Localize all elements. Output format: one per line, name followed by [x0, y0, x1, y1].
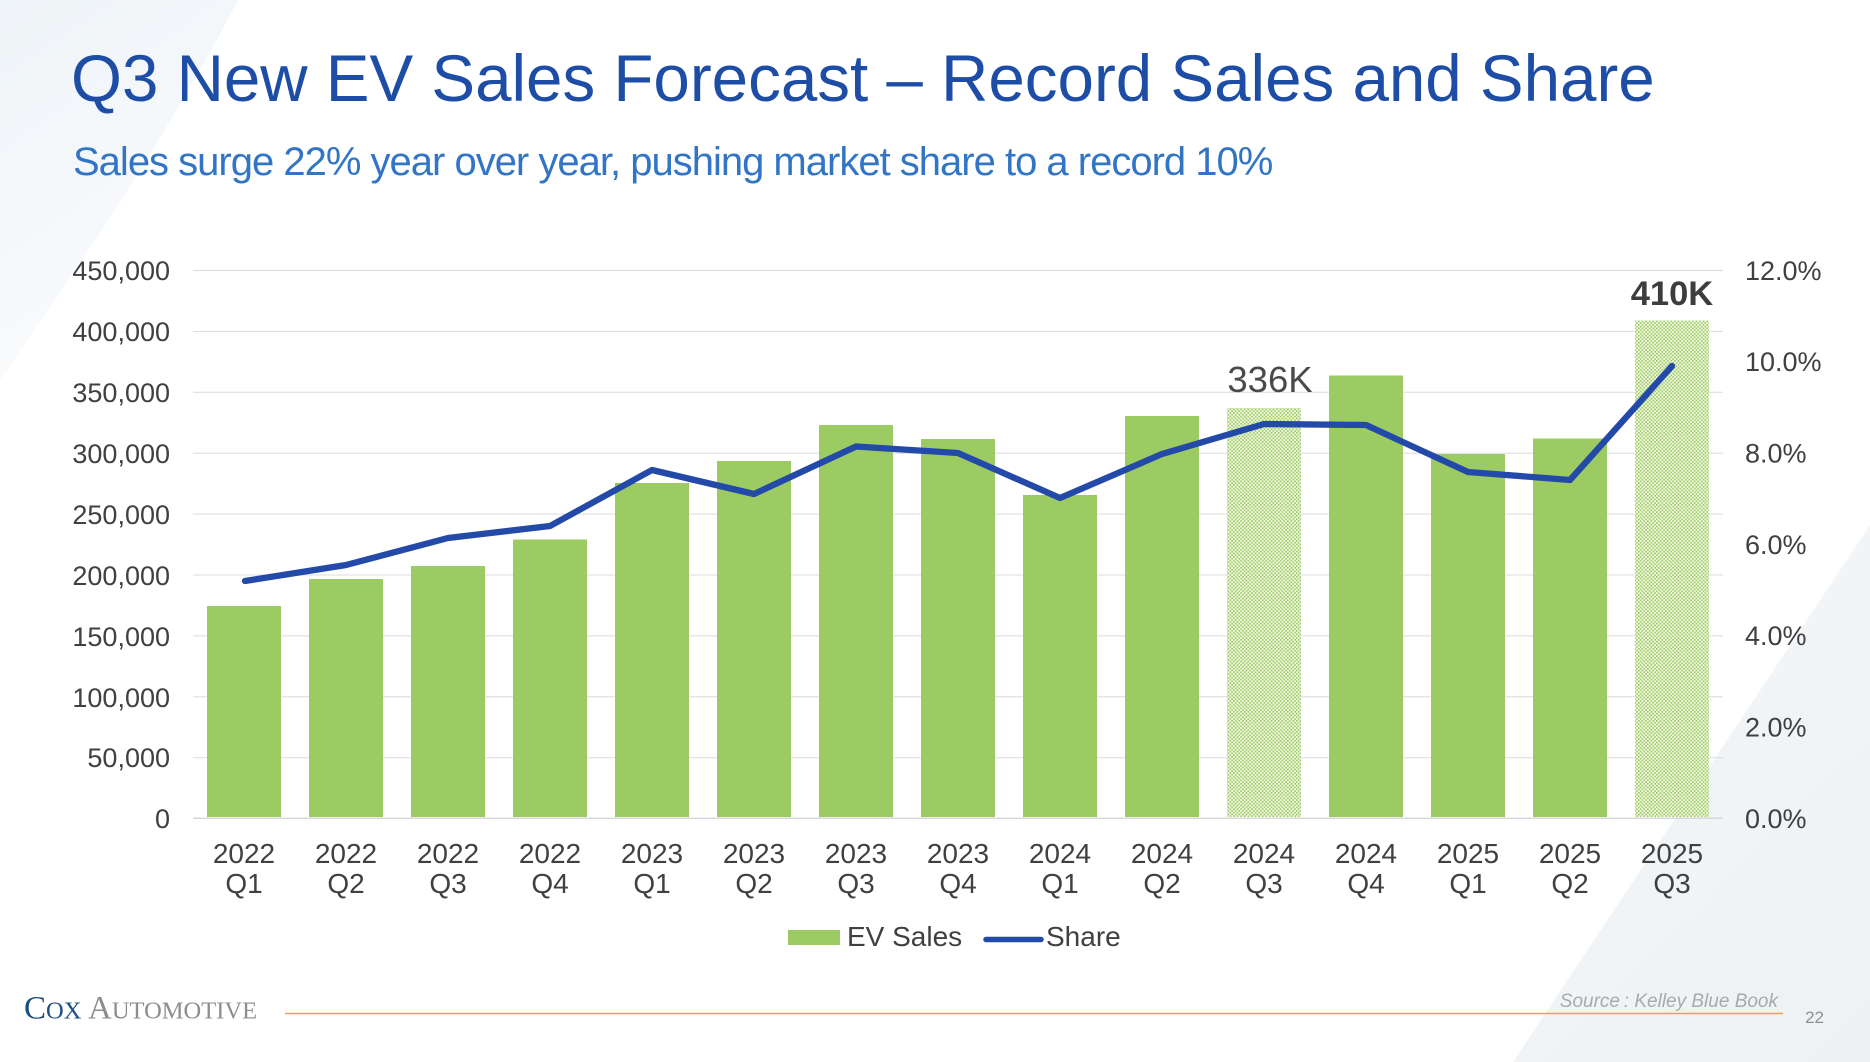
- svg-text:Q1: Q1: [1449, 868, 1486, 899]
- svg-text:410K: 410K: [1631, 275, 1714, 313]
- svg-text:Q2: Q2: [1143, 868, 1180, 899]
- svg-text:250,000: 250,000: [72, 500, 170, 530]
- svg-text:Q1: Q1: [633, 868, 670, 899]
- svg-text:2025: 2025: [1539, 838, 1601, 869]
- svg-text:2023: 2023: [621, 838, 683, 869]
- svg-text:2023: 2023: [825, 838, 887, 869]
- svg-text:2022: 2022: [417, 838, 479, 869]
- svg-text:Q2: Q2: [327, 868, 364, 899]
- svg-text:Share: Share: [1046, 921, 1121, 952]
- svg-text:22: 22: [1805, 1008, 1824, 1027]
- svg-text:350,000: 350,000: [72, 378, 170, 408]
- svg-text:2.0%: 2.0%: [1745, 713, 1807, 743]
- svg-text:336K: 336K: [1227, 359, 1312, 400]
- svg-text:2025: 2025: [1641, 838, 1703, 869]
- svg-text:0: 0: [155, 804, 170, 834]
- svg-text:2024: 2024: [1131, 838, 1193, 869]
- svg-text:6.0%: 6.0%: [1745, 530, 1807, 560]
- svg-text:300,000: 300,000: [72, 439, 170, 469]
- svg-text:Q1: Q1: [225, 868, 262, 899]
- svg-text:2023: 2023: [927, 838, 989, 869]
- svg-text:2025: 2025: [1437, 838, 1499, 869]
- svg-text:Q3: Q3: [1653, 868, 1690, 899]
- svg-text:50,000: 50,000: [87, 743, 170, 773]
- svg-text:2022: 2022: [519, 838, 581, 869]
- svg-text:8.0%: 8.0%: [1745, 439, 1807, 469]
- svg-text:Q2: Q2: [735, 868, 772, 899]
- svg-text:Q2: Q2: [1551, 868, 1588, 899]
- svg-text:Q4: Q4: [1347, 868, 1384, 899]
- svg-text:450,000: 450,000: [72, 256, 170, 286]
- svg-text:100,000: 100,000: [72, 683, 170, 713]
- svg-text:Q3: Q3: [429, 868, 466, 899]
- svg-text:Q3 New EV Sales Forecast – Rec: Q3 New EV Sales Forecast – Record Sales …: [71, 42, 1655, 115]
- svg-text:2024: 2024: [1233, 838, 1295, 869]
- svg-text:400,000: 400,000: [72, 317, 170, 347]
- svg-text:12.0%: 12.0%: [1745, 256, 1822, 286]
- svg-text:Source : Kelley Blue Book: Source : Kelley Blue Book: [1560, 991, 1780, 1012]
- svg-text:0.0%: 0.0%: [1745, 804, 1807, 834]
- svg-text:2022: 2022: [213, 838, 275, 869]
- svg-text:2022: 2022: [315, 838, 377, 869]
- svg-text:2023: 2023: [723, 838, 785, 869]
- svg-text:4.0%: 4.0%: [1745, 621, 1807, 651]
- svg-text:COX AUTOMOTIVE: COX AUTOMOTIVE: [24, 991, 257, 1027]
- svg-text:2024: 2024: [1335, 838, 1397, 869]
- svg-text:Q1: Q1: [1041, 868, 1078, 899]
- svg-text:Q3: Q3: [1245, 868, 1282, 899]
- svg-text:150,000: 150,000: [72, 622, 170, 652]
- svg-text:Sales surge 22% year over year: Sales surge 22% year over year, pushing …: [73, 140, 1273, 184]
- svg-text:Q3: Q3: [837, 868, 874, 899]
- svg-text:Q4: Q4: [939, 868, 976, 899]
- svg-text:Q4: Q4: [531, 868, 568, 899]
- svg-text:200,000: 200,000: [72, 561, 170, 591]
- svg-text:EV Sales: EV Sales: [847, 921, 962, 952]
- svg-text:2024: 2024: [1029, 838, 1091, 869]
- svg-text:10.0%: 10.0%: [1745, 347, 1822, 377]
